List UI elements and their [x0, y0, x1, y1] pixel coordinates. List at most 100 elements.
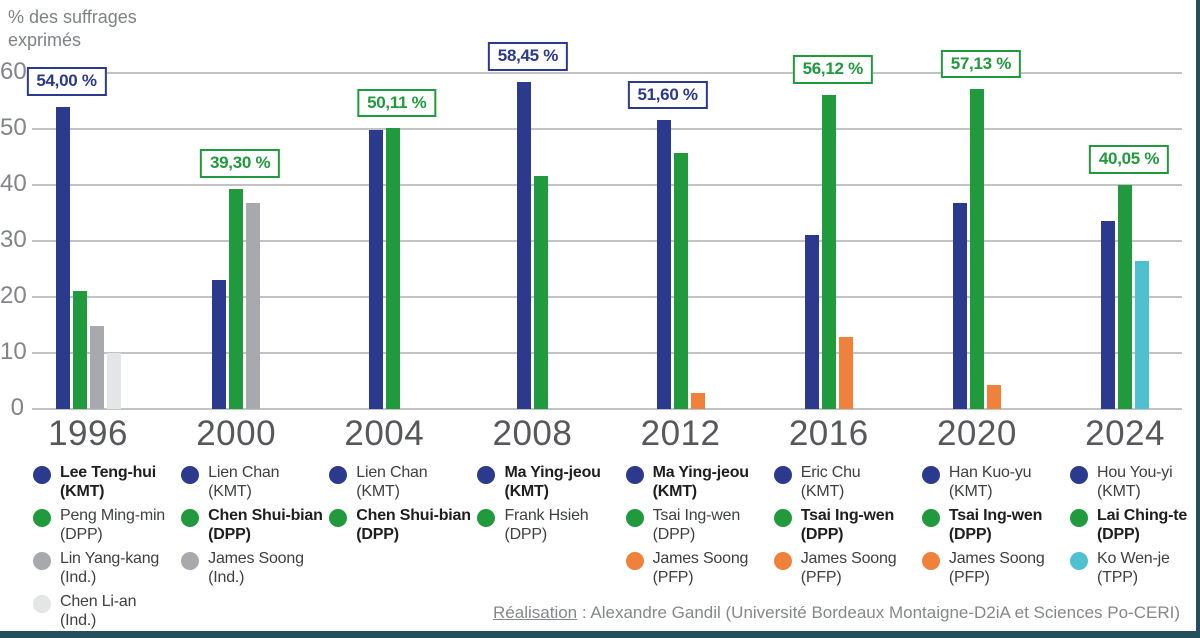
- legend-party-label: (Ind.): [60, 568, 97, 586]
- legend-swatch-icon: [181, 466, 200, 484]
- legend-text: Han Kuo-yu (KMT): [949, 464, 1032, 501]
- bar-2016-eric-chu: [804, 235, 819, 409]
- legend-party-label: (KMT): [60, 482, 105, 500]
- legend-text: Chen Shui-bian (DPP): [208, 507, 323, 544]
- legend-column-2016: Eric Chu (KMT) Tsai Ing-wen (DPP) James Soon…: [773, 464, 924, 593]
- y-tick-label-0: 0: [10, 394, 24, 421]
- legend-text: Ko Wen-je (TPP): [1097, 550, 1170, 587]
- x-tick-label-2000: 2000: [196, 414, 277, 453]
- legend-item-1996-peng-ming-min: Peng Ming-min (DPP): [33, 507, 183, 550]
- legend-party-label: (KMT): [1097, 482, 1141, 500]
- legend-candidate-name: Lien Chan: [356, 464, 428, 481]
- legend-candidate-name: Lin Yang-kang: [60, 550, 160, 567]
- legend-swatch-icon: [773, 552, 792, 570]
- gridline-50: [32, 128, 1182, 130]
- legend-party-label: (DPP): [504, 525, 547, 543]
- value-callout-1996: 54,00 %: [26, 67, 107, 96]
- gridline-20: [32, 296, 1182, 298]
- legend-item-2024-hou-you-yi: Hou You-yi (KMT): [1070, 464, 1196, 507]
- x-tick-label-2024: 2024: [1085, 414, 1165, 453]
- bar-2016-tsai-ing-wen: [821, 94, 836, 409]
- legend-item-2012-tsai-ing-wen: Tsai Ing-wen (DPP): [625, 507, 776, 550]
- bar-2000-james-soong: [246, 202, 261, 409]
- legend-item-2008-frank-hsieh: Frank Hsieh (DPP): [477, 507, 627, 550]
- legend-swatch-icon: [477, 509, 496, 527]
- gridline-0: [32, 408, 1182, 410]
- legend-candidate-name: Frank Hsieh: [504, 507, 589, 524]
- legend-text: Tsai Ing-wen (DPP): [800, 507, 895, 544]
- legend-text: Ma Ying-jeou (KMT): [504, 464, 600, 501]
- legend-column-2020: Han Kuo-yu (KMT) Tsai Ing-wen (DPP) James So…: [921, 464, 1072, 593]
- legend-item-2004-chen-shui-bian: Chen Shui-bian (DPP): [329, 507, 479, 550]
- bar-2020-james-soong: [986, 385, 1001, 409]
- legend-candidate-name: Chen Shui-bian: [208, 507, 323, 524]
- bar-1996-chen-li-an: [106, 353, 121, 409]
- legend-item-2024-ko-wen-je: Ko Wen-je (TPP): [1070, 550, 1196, 593]
- legend-party-label: (PFP): [652, 568, 694, 586]
- legend-candidate-name: Ma Ying-jeou: [504, 464, 601, 481]
- legend-candidate-name: Ko Wen-je: [1097, 550, 1170, 567]
- legend-column-2008: Ma Ying-jeou (KMT) Frank Hsieh (DPP): [477, 464, 627, 550]
- legend-text: Chen Li-an (Ind.): [60, 593, 136, 630]
- legend-item-2020-tsai-ing-wen: Tsai Ing-wen (DPP): [921, 507, 1072, 550]
- bar-2012-tsai-ing-wen: [673, 153, 688, 409]
- legend-text: James Soong (PFP): [653, 550, 749, 587]
- legend-swatch-icon: [33, 466, 51, 484]
- y-axis-title: % des suffrages exprimés: [8, 7, 137, 50]
- legend-swatch-icon: [921, 509, 940, 527]
- legend-candidate-name: James Soong: [208, 550, 304, 567]
- bar-1996-peng-ming-min: [72, 290, 87, 409]
- y-tick-label-10: 10: [0, 338, 27, 365]
- legend-party-label: (Ind.): [60, 611, 97, 629]
- legend-item-2020-james-soong: James Soong (PFP): [921, 550, 1072, 593]
- bar-2024-ko-wen-je: [1135, 260, 1150, 409]
- value-callout-2004: 50,11 %: [357, 88, 437, 118]
- legend-swatch-icon: [921, 552, 940, 570]
- legend-item-2024-lai-ching-te: Lai Ching-te (DPP): [1070, 507, 1196, 550]
- legend-candidate-name: Tsai Ing-wen: [948, 507, 1043, 524]
- realisation-label: Réalisation: [493, 603, 578, 622]
- legend-party-label: (DPP): [1097, 525, 1140, 543]
- value-callout-2016: 56,12 %: [792, 55, 873, 84]
- legend-text: Peng Ming-min (DPP): [60, 507, 165, 544]
- legend-party-label: (PFP): [948, 568, 990, 586]
- legend-item-1996-chen-li-an: Chen Li-an (Ind.): [33, 593, 183, 631]
- legend-swatch-icon: [625, 466, 644, 484]
- bar-2016-james-soong: [838, 337, 853, 409]
- legend-candidate-name: Eric Chu: [800, 464, 861, 481]
- legend-item-2012-ma-ying-jeou: Ma Ying-jeou (KMT): [625, 464, 776, 507]
- legend-text: Tsai Ing-wen (DPP): [652, 507, 741, 544]
- bar-2012-ma-ying-jeou: [656, 120, 671, 409]
- legend-swatch-icon: [921, 466, 940, 484]
- legend-text: Ma Ying-jeou (KMT): [653, 464, 749, 501]
- legend-item-2016-eric-chu: Eric Chu (KMT): [773, 464, 924, 507]
- legend-item-2000-james-soong: James Soong (Ind.): [181, 550, 331, 593]
- bar-2008-ma-ying-jeou: [516, 81, 531, 409]
- bar-2024-lai-ching-te: [1118, 184, 1133, 409]
- legend-party-label: (DPP): [60, 525, 103, 543]
- credit-text: : Alexandre Gandil (Université Bordeaux …: [577, 603, 1180, 622]
- legend-column-2024: Hou You-yi (KMT) Lai Ching-te (DPP) Ko Wen-j…: [1070, 464, 1196, 593]
- value-callout-2012: 51,60 %: [627, 80, 708, 110]
- legend-party-label: (DPP): [800, 525, 844, 543]
- legend-text: Chen Shui-bian (DPP): [356, 507, 471, 544]
- legend-party-label: (KMT): [800, 482, 845, 500]
- legend-text: Lien Chan (KMT): [208, 464, 279, 501]
- legend-candidate-name: James Soong: [800, 550, 897, 567]
- legend-column-2000: Lien Chan (KMT) Chen Shui-bian (DPP) James S…: [181, 464, 331, 593]
- bar-2000-chen-shui-bian: [229, 188, 244, 409]
- legend-candidate-name: James Soong: [652, 550, 749, 567]
- legend-item-2016-james-soong: James Soong (PFP): [773, 550, 924, 593]
- legend-party-label: (DPP): [356, 525, 399, 543]
- legend-text: James Soong (PFP): [949, 550, 1045, 587]
- bar-1996-lin-yang-kang: [89, 325, 104, 409]
- legend-party-label: (DPP): [208, 525, 251, 543]
- x-tick-label-2004: 2004: [344, 414, 425, 453]
- legend-party-label: (DPP): [652, 525, 696, 543]
- legend-candidate-name: Chen Li-an: [60, 593, 137, 610]
- legend-swatch-icon: [1070, 509, 1089, 527]
- legend-candidate-name: Tsai Ing-wen: [652, 507, 741, 524]
- legend-party-label: (KMT): [504, 482, 549, 500]
- legend-candidate-name: Lee Teng-hui: [60, 464, 156, 481]
